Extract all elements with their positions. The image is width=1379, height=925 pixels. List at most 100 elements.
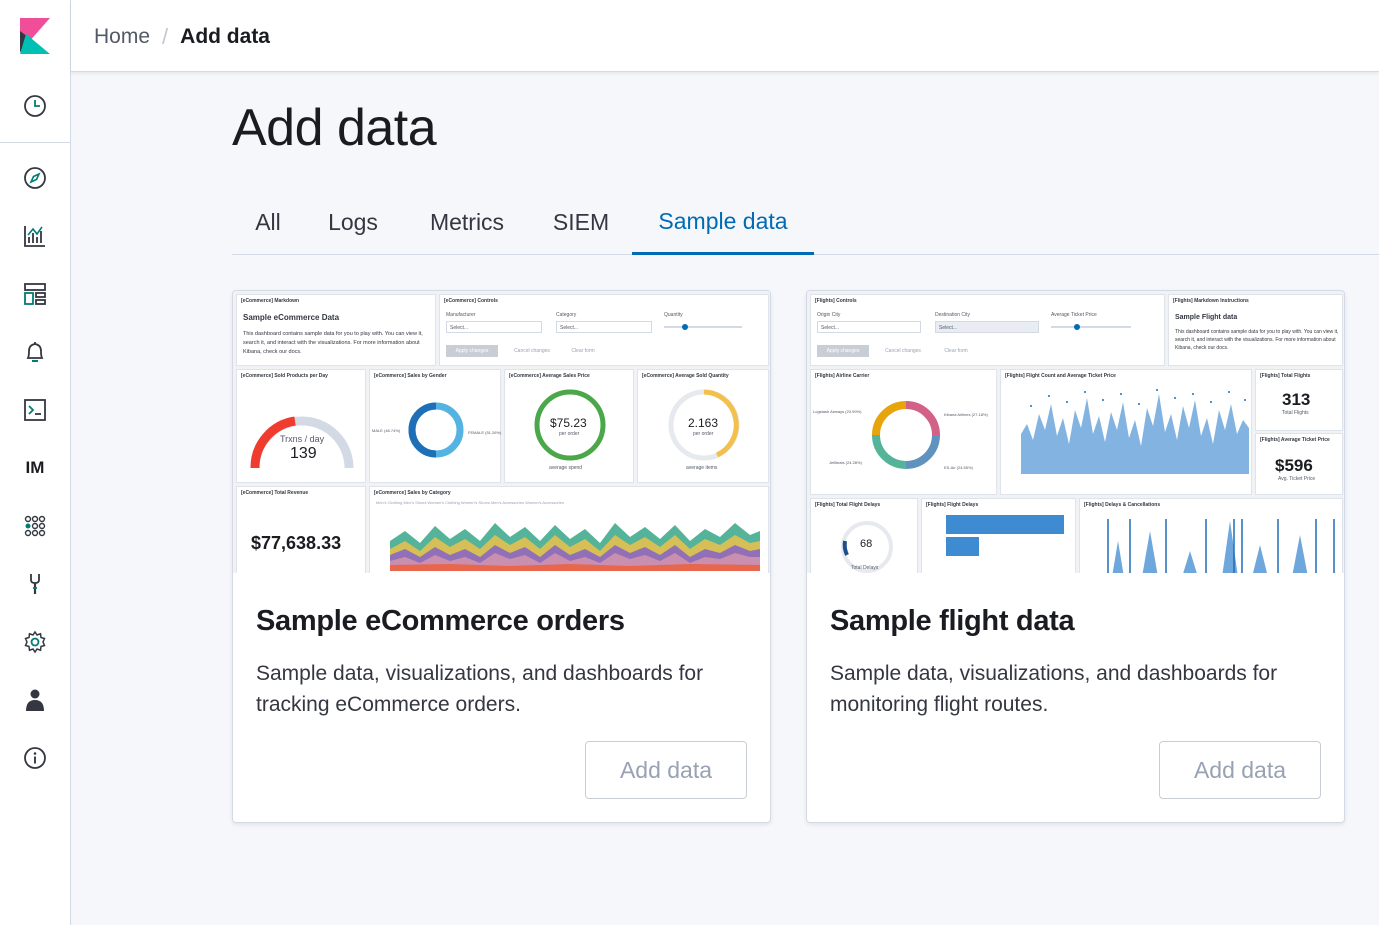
infrastructure-monitoring-icon[interactable]: IM — [20, 453, 50, 483]
preview-avg-qty-panel: [eCommerce] Average Sold Quantity 2.163 … — [637, 369, 769, 483]
preview-slider-handle — [682, 324, 688, 330]
preview-label: Manufacturer — [446, 312, 476, 318]
preview-label: Average Ticket Price — [1051, 312, 1097, 318]
preview-panel-title: [eCommerce] Total Revenue — [241, 490, 309, 496]
dashboard-icon[interactable] — [20, 279, 50, 309]
breadcrumb: Home / Add data — [94, 24, 270, 50]
preview-cancel-button: Cancel changes — [885, 348, 921, 354]
preview-slider-handle — [1074, 324, 1080, 330]
preview-category-panel: [eCommerce] Sales by Category Men's Clot… — [369, 486, 769, 573]
preview-avg-price-sub: per order — [559, 431, 580, 437]
preview-gauge-value: 139 — [290, 445, 317, 462]
top-header: Home / Add data — [71, 0, 1379, 72]
preview-gender-male: MALE (48.74%) — [372, 428, 401, 433]
preview-cancel-button: Cancel changes — [514, 348, 550, 354]
preview-select: Select... — [817, 321, 921, 333]
preview-carrier-b: Kibana Airlines (27.18%) — [944, 412, 988, 417]
kibana-logo[interactable] — [20, 18, 50, 54]
sample-flight-card: [Flights] Controls Origin City Select...… — [806, 290, 1345, 823]
preview-panel-title: [Flights] Delays & Cancellations — [1084, 502, 1161, 508]
preview-panel-title: [eCommerce] Average Sales Price — [509, 373, 590, 379]
preview-slider — [664, 326, 742, 328]
preview-gauge-panel: [eCommerce] Sold Products per Day Trxns … — [236, 369, 366, 483]
preview-label: Destination City — [935, 312, 971, 318]
preview-placeholder: Select... — [560, 325, 579, 331]
preview-panel-title: [eCommerce] Sales by Category — [374, 490, 451, 496]
preview-avg-price-ring — [534, 389, 606, 461]
preview-placeholder: Select... — [450, 325, 469, 331]
breadcrumb-current: Add data — [180, 25, 270, 48]
preview-heading: Sample eCommerce Data — [243, 313, 340, 322]
breadcrumb-home[interactable]: Home — [94, 25, 151, 48]
preview-delays-value: 68 — [860, 538, 873, 550]
preview-slider — [1051, 326, 1131, 328]
preview-heading: Sample Flight data — [1175, 314, 1238, 321]
user-icon[interactable] — [20, 685, 50, 715]
preview-avg-ticket-caption: Avg. Ticket Price — [1278, 476, 1316, 482]
flight-dashboard-preview[interactable]: [Flights] Controls Origin City Select...… — [807, 291, 1344, 573]
preview-total-flights-caption: Total Flights — [1282, 410, 1309, 416]
visualize-chart-icon[interactable] — [20, 221, 50, 251]
preview-total-flights-value: 313 — [1282, 390, 1311, 409]
preview-delay-bar — [946, 537, 979, 556]
card-description: Sample data, visualizations, and dashboa… — [256, 662, 704, 716]
tab-all[interactable]: All — [255, 209, 281, 235]
preview-avg-qty-sub: per order — [693, 431, 714, 437]
preview-avg-price-caption: average spend — [549, 465, 583, 471]
preview-label: Category — [556, 312, 577, 318]
preview-delay-bar — [946, 515, 1064, 534]
preview-panel-title: [Flights] Controls — [815, 298, 857, 304]
preview-gender-donut — [408, 402, 464, 458]
preview-delays-panel: [Flights] Total Flight Delays 68 Total D… — [810, 498, 918, 573]
preview-panel-title: [eCommerce] Sales by Gender — [374, 373, 447, 379]
side-navigation: IM — [0, 0, 71, 925]
preview-controls-panel: [eCommerce] Controls Manufacturer Select… — [439, 294, 769, 366]
preview-avg-qty: 2.163 — [688, 416, 719, 430]
dev-tools-wrench-icon[interactable] — [20, 569, 50, 599]
card-title: Sample flight data — [830, 605, 1075, 637]
preview-gender-panel: [eCommerce] Sales by Gender MALE (48.74%… — [369, 369, 501, 483]
preview-placeholder: Select... — [939, 325, 958, 331]
breadcrumb-separator: / — [162, 24, 169, 49]
preview-flight-delays-panel: [Flights] Flight Delays — [921, 498, 1076, 573]
preview-panel-title: [Flights] Flight Count and Average Ticke… — [1005, 373, 1116, 379]
management-gear-icon[interactable] — [20, 627, 50, 657]
preview-delays-ring — [841, 521, 893, 573]
discover-compass-icon[interactable] — [20, 163, 50, 193]
preview-avg-qty-ring — [668, 389, 740, 461]
recently-viewed-clock-icon[interactable] — [20, 91, 50, 121]
preview-body: This dashboard contains sample data for … — [1175, 329, 1339, 351]
help-info-icon[interactable] — [20, 743, 50, 773]
preview-label: Origin City — [817, 312, 841, 318]
apps-grid-icon[interactable] — [20, 511, 50, 541]
ecommerce-dashboard-preview[interactable]: [eCommerce] Markdown Sample eCommerce Da… — [233, 291, 770, 573]
page-title: Add data — [232, 99, 437, 157]
preview-controls-panel: [Flights] Controls Origin City Select...… — [810, 294, 1165, 366]
preview-body: This dashboard contains sample data for … — [243, 331, 423, 355]
preview-panel-title: [eCommerce] Average Sold Quantity — [642, 373, 729, 379]
preview-cancellations-chart — [1107, 519, 1335, 573]
preview-category-area-chart — [390, 523, 760, 571]
preview-avg-qty-caption: average items — [686, 465, 718, 471]
tab-bar: All Logs Metrics SIEM Sample data — [232, 190, 1379, 255]
preview-total-flights-panel: [Flights] Total Flights 313 Total Flight… — [1255, 369, 1343, 431]
dev-tools-console-icon[interactable] — [20, 395, 50, 425]
preview-panel-title: [eCommerce] Controls — [444, 298, 498, 304]
preview-panel-title: [Flights] Flight Delays — [926, 502, 979, 508]
alerting-bell-icon[interactable] — [20, 337, 50, 367]
preview-delays-caption: Total Delays — [851, 565, 879, 571]
tab-logs[interactable]: Logs — [328, 209, 378, 235]
tab-sample-data[interactable]: Sample data — [632, 190, 814, 255]
preview-flight-count-chart — [1021, 389, 1249, 474]
tab-metrics[interactable]: Metrics — [429, 209, 505, 235]
preview-apply-button: Apply changes — [446, 345, 498, 357]
tab-siem[interactable]: SIEM — [552, 209, 610, 235]
preview-select: Select... — [935, 321, 1039, 333]
add-flight-data-button[interactable]: Add data — [1159, 741, 1321, 799]
preview-carrier-c: JetBeats (24.28%) — [829, 460, 862, 465]
sample-ecommerce-card: [eCommerce] Markdown Sample eCommerce Da… — [232, 290, 771, 823]
preview-gauge-arc — [250, 416, 354, 469]
preview-revenue-panel: [eCommerce] Total Revenue $77,638.33 — [236, 486, 366, 573]
add-ecommerce-data-button[interactable]: Add data — [585, 741, 747, 799]
preview-select: Select... — [556, 321, 652, 333]
